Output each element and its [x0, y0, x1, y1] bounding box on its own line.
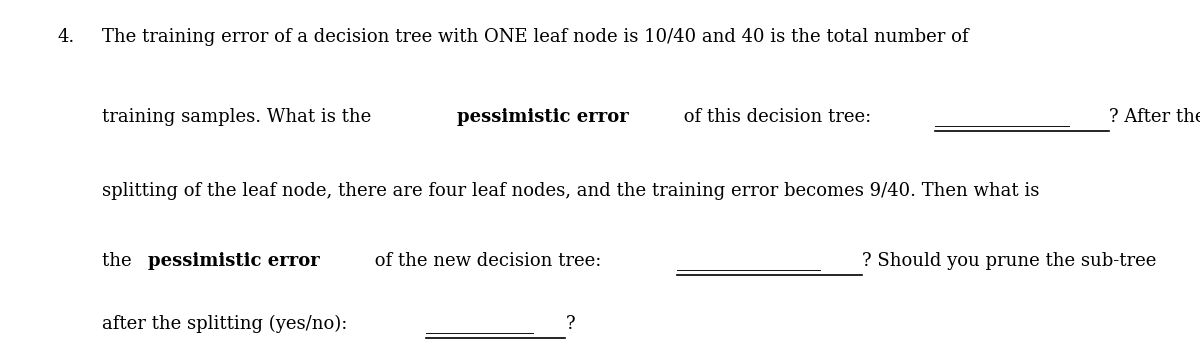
Text: of the new decision tree:: of the new decision tree: — [370, 252, 607, 270]
Text: ? After the: ? After the — [1110, 108, 1200, 126]
Text: pessimistic error: pessimistic error — [457, 108, 629, 126]
Text: after the splitting (yes/no):: after the splitting (yes/no): — [102, 315, 353, 333]
Text: _______________: _______________ — [935, 110, 1070, 127]
Text: 4.: 4. — [58, 28, 74, 46]
Text: training samples. What is the: training samples. What is the — [102, 108, 377, 126]
Text: the: the — [102, 252, 137, 270]
Text: ? Should you prune the sub-tree: ? Should you prune the sub-tree — [863, 252, 1157, 270]
Text: ?: ? — [565, 315, 575, 333]
Text: pessimistic error: pessimistic error — [148, 252, 319, 270]
Text: The training error of a decision tree with ONE leaf node is 10/40 and 40 is the : The training error of a decision tree wi… — [102, 28, 968, 46]
Text: of this decision tree:: of this decision tree: — [678, 108, 877, 126]
Text: splitting of the leaf node, there are four leaf nodes, and the training error be: splitting of the leaf node, there are fo… — [102, 182, 1039, 200]
Text: ____________: ____________ — [426, 316, 534, 334]
Text: ________________: ________________ — [677, 253, 821, 271]
